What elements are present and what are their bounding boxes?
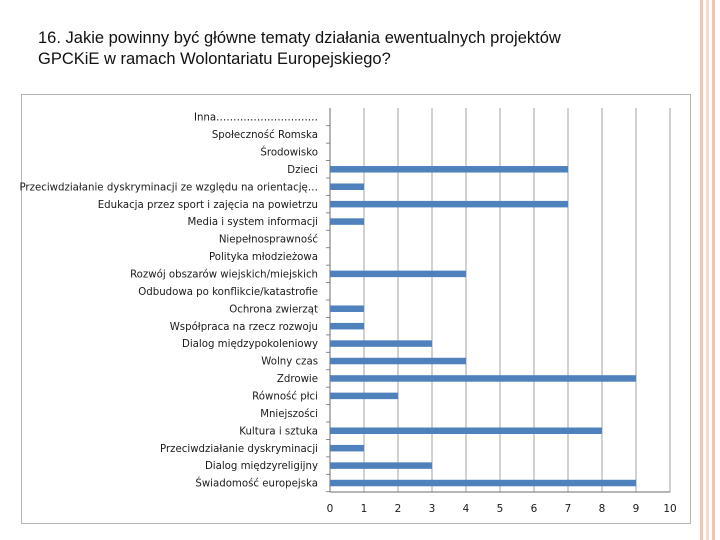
category-labels: Inna………………………… Społeczność Romska Środowis… <box>19 113 318 490</box>
question-title-line-1: 16. Jakie powinny być główne tematy dzia… <box>38 29 561 47</box>
question-title-line-2: GPCKiE w ramach Wolontariatu Europejskie… <box>38 50 391 68</box>
x-tick-label: 10 <box>663 503 676 515</box>
category-label: Niepełnosprawność <box>219 234 318 246</box>
bar <box>330 479 636 487</box>
bar <box>330 340 432 347</box>
category-label: Rozwój obszarów wiejskich/miejskich <box>130 268 318 280</box>
bar <box>330 200 568 208</box>
category-label: Środowisko <box>260 145 318 158</box>
bar <box>330 305 364 312</box>
category-label: Zdrowie <box>277 374 318 385</box>
category-label: Kultura i sztuka <box>239 426 318 437</box>
bar <box>330 218 364 225</box>
question-title: 16. Jakie powinny być główne tematy dzia… <box>38 28 678 70</box>
category-label: Równość płci <box>252 390 318 402</box>
category-label: Wolny czas <box>261 357 318 368</box>
x-tick-label: 2 <box>395 503 402 515</box>
category-label: Społeczność Romska <box>212 129 318 141</box>
bar <box>330 375 636 382</box>
slide-border-stripe-2 <box>706 0 709 540</box>
category-label: Polityka młodzieżowa <box>209 252 318 263</box>
category-label: Dzieci <box>287 165 318 176</box>
bar <box>330 322 364 330</box>
x-tick-label: 0 <box>327 503 334 515</box>
bars <box>330 166 636 487</box>
x-tick-label: 9 <box>633 503 640 515</box>
x-axis-ticks: 0 1 2 3 4 5 6 7 8 9 10 <box>327 503 677 515</box>
x-tick-label: 3 <box>429 503 436 515</box>
category-label: Media i system informacji <box>187 217 318 228</box>
bar <box>330 183 364 190</box>
category-label: Dialog międzyreligijny <box>205 461 318 472</box>
bar <box>330 270 466 278</box>
bar <box>330 357 466 365</box>
bar <box>330 444 364 452</box>
category-label: Współpraca na rzecz rozwoju <box>170 321 318 333</box>
gridlines <box>326 108 671 493</box>
category-label: Odbudowa po konflikcie/katastrofie <box>138 287 318 298</box>
category-label: Mniejszości <box>260 408 318 420</box>
bar <box>330 462 432 469</box>
x-tick-label: 7 <box>565 503 572 515</box>
x-tick-label: 1 <box>361 503 368 515</box>
bar <box>330 392 398 400</box>
bar <box>330 166 568 173</box>
x-tick-label: 4 <box>463 503 470 515</box>
x-tick-label: 6 <box>531 503 538 515</box>
category-label: Dialog międzypokoleniowy <box>182 339 318 350</box>
category-label: Edukacja przez sport i zajęcia na powiet… <box>98 200 318 211</box>
x-tick-label: 8 <box>599 503 606 515</box>
x-tick-label: 5 <box>497 503 504 515</box>
slide-border-stripe-1 <box>700 0 703 540</box>
category-label: Inna………………………… <box>194 113 318 124</box>
category-label: Świadomość europejska <box>195 477 318 490</box>
bar <box>330 427 602 434</box>
category-label: Ochrona zwierząt <box>229 304 318 315</box>
category-label: Przeciwdziałanie dyskryminacji ze względ… <box>19 182 318 193</box>
category-label: Przeciwdziałanie dyskryminacji <box>160 444 318 455</box>
slide-border-stripe-3 <box>712 0 715 540</box>
